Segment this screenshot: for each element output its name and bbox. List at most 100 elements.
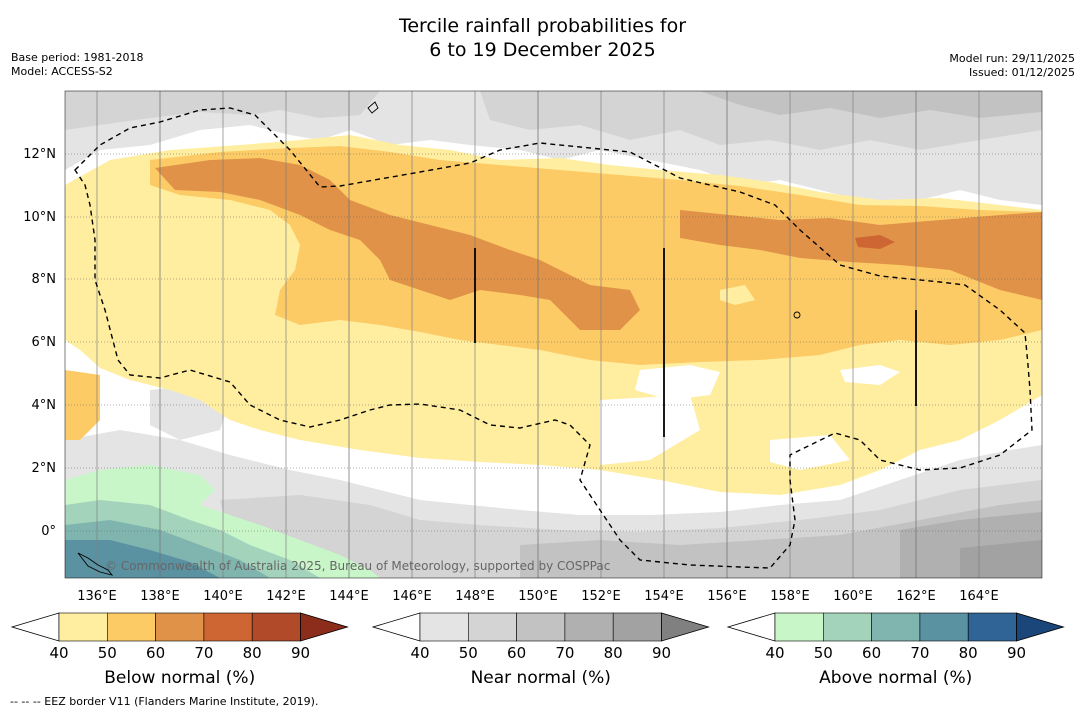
colorbar-below-normal: 40 50 60 70 80 90 Below normal (%) [10, 612, 349, 688]
lat-label: 12°N [23, 147, 56, 162]
colorbar-tick: 60 [507, 644, 526, 662]
colorbar-segment [1016, 612, 1065, 642]
colorbar-tick: 60 [862, 644, 881, 662]
colorbar-segment [58, 612, 108, 642]
orange-70-80-spot [855, 235, 895, 249]
colorbar-tick: 50 [459, 644, 478, 662]
colorbar-segment [564, 612, 614, 642]
colorbar-segment [822, 612, 872, 642]
lon-label: 156°E [707, 589, 747, 604]
colorbar-tick: 90 [291, 644, 310, 662]
orange-50-60 [150, 146, 1042, 365]
lon-label: 136°E [77, 589, 117, 604]
colorbar-tick: 70 [555, 644, 574, 662]
colorbar-segment [661, 612, 710, 642]
north-grey-dark-3 [700, 91, 1042, 118]
lon-label: 146°E [392, 589, 432, 604]
colorbar-tick: 40 [49, 644, 68, 662]
hole-1 [720, 285, 755, 305]
colorbar-segment [371, 612, 421, 642]
marker-lines [474, 248, 917, 437]
colorbar-tick: 70 [910, 644, 929, 662]
model-run-text: Model run: 29/11/2025 [949, 52, 1075, 65]
model-text: Model: ACCESS-S2 [11, 65, 113, 78]
island-1 [367, 101, 379, 114]
colorbar-segment [419, 612, 469, 642]
colorbar-tick: 80 [604, 644, 623, 662]
base-period-text: Base period: 1981-2018 [11, 51, 144, 64]
lon-label: 150°E [518, 589, 558, 604]
colorbar-segment [726, 612, 776, 642]
white-patch-1 [635, 365, 720, 400]
colorbar-segment [203, 612, 253, 642]
graticule [65, 153, 1042, 532]
colorbar-segment [300, 612, 349, 642]
colorbar-segment [612, 612, 662, 642]
lat-label: 0° [41, 524, 56, 539]
issued-text: Issued: 01/12/2025 [968, 66, 1075, 79]
lat-label: 10°N [23, 210, 56, 225]
lon-label: 158°E [770, 589, 810, 604]
lat-label: 4°N [32, 398, 57, 413]
colorbar-segment [467, 612, 517, 642]
orange-60-70-east [680, 210, 1042, 300]
south-grey-deep [960, 540, 1042, 578]
colorbar-segment [155, 612, 205, 642]
map-panel: © Commonwealth of Australia 2025, Bureau… [65, 91, 1042, 578]
lon-label: 162°E [896, 589, 936, 604]
colorbar-segment [107, 612, 156, 642]
lon-label: 154°E [644, 589, 684, 604]
colorbar-tick: 40 [765, 644, 784, 662]
lon-label: 144°E [329, 589, 369, 604]
islands [77, 101, 801, 576]
map-title: Tercile rainfall probabilities for 6 to … [0, 14, 1085, 62]
colorbar-tick: 70 [194, 644, 213, 662]
title-line-1: Tercile rainfall probabilities for [398, 15, 687, 37]
colorbar-near-normal: 40 50 60 70 80 90 Near normal (%) [371, 612, 710, 688]
colorbar-label: Below normal (%) [104, 668, 255, 688]
colorbar-tick: 50 [814, 644, 833, 662]
colorbar-above-normal: 40 50 60 70 80 90 Above normal (%) [726, 612, 1065, 688]
white-patch-2 [840, 365, 900, 385]
map-frame [64, 90, 1043, 579]
colorbar-tick: 40 [410, 644, 429, 662]
below-normal-regions [65, 135, 1042, 495]
meta-left: Base period: 1981-2018 Model: ACCESS-S2 [11, 51, 143, 79]
lon-labels: 136°E 138°E 140°E 142°E 144°E 146°E 148°… [77, 589, 999, 604]
lon-label: 140°E [203, 589, 243, 604]
lat-label: 6°N [32, 335, 57, 350]
west-orange-patch [65, 370, 100, 440]
lon-label: 164°E [959, 589, 999, 604]
colorbar-segment [774, 612, 824, 642]
colorbar-label: Near normal (%) [471, 668, 611, 688]
island-3 [77, 552, 114, 576]
blue-70-80 [65, 540, 220, 578]
colorbar-segment [871, 612, 921, 642]
orange-60-70-west [155, 158, 640, 330]
colorbar-label: Above normal (%) [819, 668, 972, 688]
lon-label: 142°E [266, 589, 306, 604]
lat-label: 8°N [32, 272, 57, 287]
colorbar-tick: 60 [146, 644, 165, 662]
colorbar-segment [251, 612, 301, 642]
colorbars: 40 50 60 70 80 90 Below normal (%) 40 50 60 70 80 9… [10, 612, 1065, 688]
lat-label: 2°N [32, 461, 57, 476]
white-patch-3 [600, 395, 700, 465]
colorbar-segment [919, 612, 969, 642]
lon-label: 152°E [581, 589, 621, 604]
north-grey-dark-1 [65, 91, 380, 130]
colorbar-tick: 80 [243, 644, 262, 662]
colorbar-segment [10, 612, 60, 642]
colorbar-tick: 80 [959, 644, 978, 662]
colorbar-tick: 50 [98, 644, 117, 662]
eez-footnote: -- -- -- EEZ border V11 (Flanders Marine… [10, 695, 319, 708]
lon-label: 138°E [140, 589, 180, 604]
eez-border [74, 107, 1033, 569]
title-line-2: 6 to 19 December 2025 [429, 39, 656, 61]
lon-label: 160°E [833, 589, 873, 604]
colorbar-segment [967, 612, 1017, 642]
colorbar-segment [516, 612, 566, 642]
rainfall-map: © Commonwealth of Australia 2025, Bureau… [23, 90, 1043, 604]
above-normal-regions [65, 465, 380, 578]
colorbar-tick: 90 [1007, 644, 1026, 662]
